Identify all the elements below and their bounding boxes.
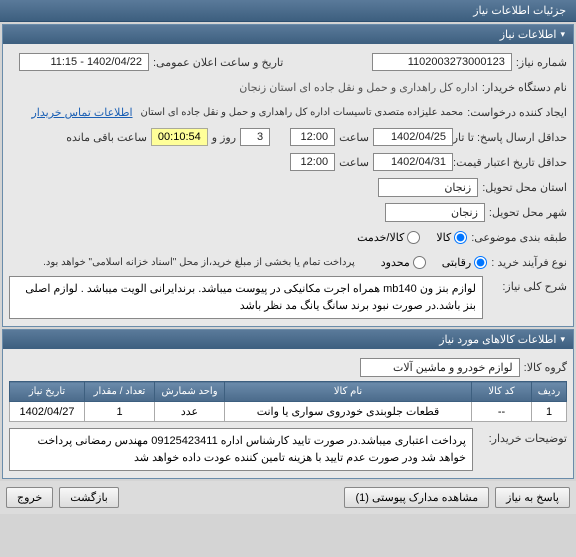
desc-value: لوازم بنز ون mb140 همراه اجرت مکانیکی در…: [9, 276, 483, 319]
radio-limited[interactable]: محدود: [381, 256, 426, 269]
tab-details[interactable]: جزئیات اطلاعات نیاز: [473, 5, 566, 17]
cell-name: قطعات جلوبندی خودروی سواری یا وانت: [225, 402, 472, 422]
panel-header-need[interactable]: ▾ اطلاعات نیاز: [3, 25, 573, 44]
cell-n: 1: [532, 402, 567, 422]
requester-label: ایجاد کننده درخواست:: [467, 106, 567, 119]
topic-label: طبقه بندی موضوعی:: [471, 231, 567, 244]
cell-qty: 1: [85, 402, 155, 422]
radio-open[interactable]: رقابتی: [442, 256, 487, 269]
pub-date-value: 1402/04/22 - 11:15: [19, 53, 149, 71]
col-name: نام کالا: [225, 382, 472, 402]
desc-label: شرح کلی نیاز:: [487, 276, 567, 293]
radio-service-input[interactable]: [407, 231, 420, 244]
col-unit: واحد شمارش: [155, 382, 225, 402]
remain-label: ساعت باقی مانده: [66, 131, 147, 144]
need-no-label: شماره نیاز:: [516, 56, 567, 69]
need-no-value: 1102003273000123: [372, 53, 512, 71]
validity-label: حداقل تاریخ اعتبار قیمت:تا تاریخ:: [457, 156, 567, 169]
table-header-row: ردیف کد کالا نام کالا واحد شمارش تعداد /…: [10, 382, 567, 402]
tab-header: جزئیات اطلاعات نیاز: [0, 0, 576, 22]
purchase-radio-group: رقابتی محدود: [369, 256, 487, 269]
items-table: ردیف کد کالا نام کالا واحد شمارش تعداد /…: [9, 381, 567, 422]
cell-code: --: [472, 402, 532, 422]
chevron-down-icon: ▾: [560, 29, 565, 40]
col-row: ردیف: [532, 382, 567, 402]
buyer-value: اداره کل راهداری و حمل و نقل جاده ای است…: [239, 81, 478, 94]
pub-date-label: تاریخ و ساعت اعلان عمومی:: [153, 56, 283, 69]
col-code: کد کالا: [472, 382, 532, 402]
validity-date: 1402/04/31: [373, 153, 453, 171]
validity-time: 12:00: [290, 153, 335, 171]
radio-open-input[interactable]: [474, 256, 487, 269]
action-bar: پاسخ به نیاز مشاهده مدارک پیوستی (1) باز…: [0, 481, 576, 514]
region-label: استان محل تحویل:: [482, 181, 567, 194]
treasury-note: پرداخت تمام یا بخشی از مبلغ خرید،از محل …: [43, 257, 355, 268]
cell-date: 1402/04/27: [10, 402, 85, 422]
panel-header-items[interactable]: ▾ اطلاعات کالاهای مورد نیاز: [3, 330, 573, 349]
time-label-1: ساعت: [339, 131, 369, 144]
col-qty: تعداد / مقدار: [85, 382, 155, 402]
purchase-label: نوع فرآیند خرید :: [491, 256, 567, 269]
panel-title: اطلاعات نیاز: [500, 28, 557, 41]
deadline-time: 12:00: [290, 128, 335, 146]
countdown: 00:10:54: [151, 128, 208, 146]
requester-value: محمد علیزاده متصدی تاسیسات اداره کل راهد…: [141, 107, 464, 118]
deadline-date: 1402/04/25: [373, 128, 453, 146]
contact-link[interactable]: اطلاعات تماس خریدار: [31, 106, 132, 119]
panel-title-items: اطلاعات کالاهای مورد نیاز: [439, 333, 556, 346]
notes-label: توضیحات خریدار:: [477, 428, 567, 445]
radio-service[interactable]: کالا/خدمت: [357, 231, 420, 244]
exit-button[interactable]: خروج: [6, 487, 53, 508]
table-row[interactable]: 1--قطعات جلوبندی خودروی سواری یا وانتعدد…: [10, 402, 567, 422]
deadline-label: حداقل ارسال پاسخ: تا تاریخ:: [457, 131, 567, 144]
city-value: زنجان: [385, 203, 485, 222]
attachments-button[interactable]: مشاهده مدارک پیوستی (1): [344, 487, 489, 508]
back-button[interactable]: بازگشت: [59, 487, 119, 508]
days-value: 3: [240, 128, 270, 146]
group-value: لوازم خودرو و ماشین آلات: [360, 358, 520, 377]
radio-goods-input[interactable]: [454, 231, 467, 244]
respond-button[interactable]: پاسخ به نیاز: [495, 487, 570, 508]
time-label-2: ساعت: [339, 156, 369, 169]
days-label: روز و: [212, 131, 236, 144]
need-info-panel: ▾ اطلاعات نیاز شماره نیاز: 1102003273000…: [2, 24, 574, 327]
cell-unit: عدد: [155, 402, 225, 422]
buyer-label: نام دستگاه خریدار:: [482, 81, 567, 94]
radio-goods[interactable]: کالا: [436, 231, 467, 244]
col-date: تاریخ نیاز: [10, 382, 85, 402]
items-panel: ▾ اطلاعات کالاهای مورد نیاز گروه کالا: ل…: [2, 329, 574, 479]
notes-value: پرداخت اعتباری میباشد.در صورت تایید کارش…: [9, 428, 473, 471]
group-label: گروه کالا:: [524, 361, 567, 374]
chevron-down-icon: ▾: [560, 334, 565, 345]
city-label: شهر محل تحویل:: [489, 206, 567, 219]
topic-radio-group: کالا کالا/خدمت: [345, 231, 467, 244]
radio-limited-input[interactable]: [413, 256, 426, 269]
region-value: زنجان: [378, 178, 478, 197]
